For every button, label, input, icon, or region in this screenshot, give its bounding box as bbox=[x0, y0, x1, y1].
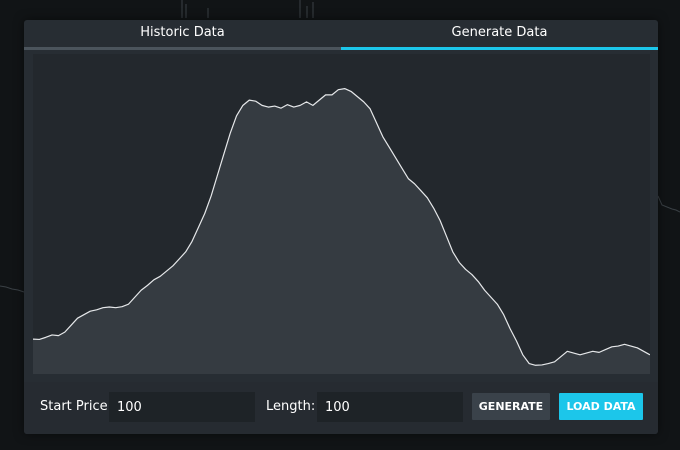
start-price-input[interactable] bbox=[109, 392, 255, 422]
tab-generate-data-label: Generate Data bbox=[451, 25, 548, 40]
generate-data-dialog: Historic Data Generate Data Start Price:… bbox=[24, 20, 658, 434]
tab-generate-data[interactable]: Generate Data bbox=[341, 20, 658, 50]
length-label: Length: bbox=[266, 399, 316, 414]
tab-historic-data[interactable]: Historic Data bbox=[24, 20, 341, 50]
tab-historic-data-label: Historic Data bbox=[140, 25, 225, 40]
preview-chart-svg bbox=[33, 88, 650, 374]
generate-button[interactable]: GENERATE bbox=[472, 393, 550, 420]
start-price-label: Start Price: bbox=[40, 399, 112, 414]
load-data-button[interactable]: LOAD DATA bbox=[559, 393, 643, 420]
length-input[interactable] bbox=[317, 392, 463, 422]
generate-controls: Start Price: Length: GENERATE LOAD DATA bbox=[24, 382, 658, 434]
tab-bar: Historic Data Generate Data bbox=[24, 20, 658, 50]
tab-historic-data-underline bbox=[24, 47, 341, 50]
chart-area-fill bbox=[33, 88, 650, 374]
background-chart-line-right bbox=[657, 195, 680, 213]
preview-chart bbox=[33, 54, 650, 374]
chart-series-line bbox=[33, 88, 650, 366]
tab-generate-data-underline bbox=[341, 47, 658, 50]
background-chart-line bbox=[0, 285, 25, 293]
